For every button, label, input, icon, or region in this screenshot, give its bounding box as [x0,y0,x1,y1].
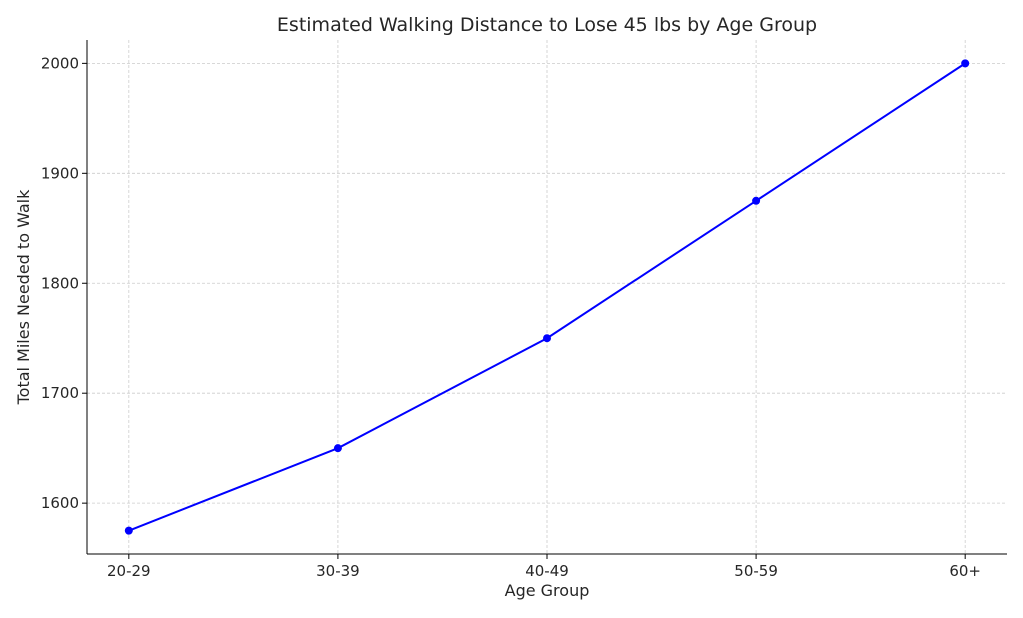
y-tick-label: 1900 [41,164,79,182]
y-tick-label: 1600 [41,494,79,512]
data-point [961,59,970,68]
x-axis-label: Age Group [505,581,590,600]
x-tick-label: 30-39 [316,562,360,580]
chart-title: Estimated Walking Distance to Lose 45 lb… [277,14,817,36]
y-tick-label: 2000 [41,54,79,72]
data-point [543,334,551,343]
ticks: 20-29 30-39 40-49 50-59 60+ 1600 1700 1800 1900 2… [41,54,981,580]
data-point [752,196,761,205]
x-tick-label: 60+ [949,562,981,580]
x-tick-label: 20-29 [107,562,151,580]
y-axis-label: Total Miles Needed to Walk [14,189,33,406]
y-tick-label: 1800 [41,274,79,292]
series [124,59,970,535]
y-tick-label: 1700 [41,384,79,402]
data-point [124,526,133,535]
grid [87,40,1007,554]
data-point [333,444,342,453]
x-tick-label: 40-49 [525,562,569,580]
x-tick-label: 50-59 [734,562,778,580]
